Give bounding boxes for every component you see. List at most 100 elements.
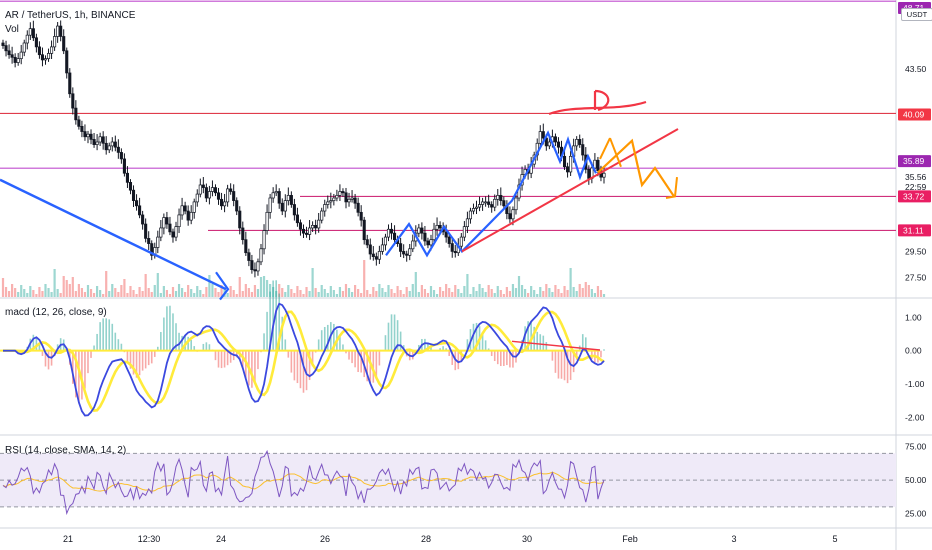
volume-bar [180, 288, 184, 297]
candle-body [308, 227, 312, 235]
macd-histogram-bar [326, 324, 329, 351]
macd-histogram-bar [305, 350, 308, 391]
candle-body [65, 50, 69, 74]
volume-bar [566, 290, 569, 297]
macd-histogram-bar [484, 340, 487, 351]
volume-bar [399, 290, 402, 297]
price-label-box [898, 108, 931, 121]
candle-body [547, 141, 551, 147]
macd-histogram-bar [272, 280, 274, 351]
macd-histogram-bar [241, 350, 244, 369]
candle-body [229, 188, 233, 192]
candle-body [478, 204, 482, 208]
candle-body [138, 205, 142, 216]
candle-body [141, 214, 145, 225]
candle-body [119, 152, 123, 160]
volume-bar [390, 289, 393, 297]
volume-bar [344, 284, 348, 297]
blue-zigzag-drawing [385, 130, 597, 258]
macd-histogram-bar [451, 350, 454, 365]
volume-bar [47, 288, 50, 297]
candle-body [399, 243, 403, 252]
candle-body [496, 195, 500, 200]
currency-badge[interactable]: USDT [901, 8, 932, 21]
macd-histogram-bar [584, 337, 587, 351]
volume-bar [308, 291, 311, 297]
volume-bar [135, 294, 138, 297]
time-axis-tick-label: 21 [63, 534, 73, 544]
macd-histogram-bar [99, 322, 101, 351]
candle-body [168, 223, 172, 233]
volume-bar [269, 284, 272, 297]
volume-bar [86, 285, 90, 297]
volume-bar [92, 293, 96, 297]
volume-bar [38, 287, 41, 297]
candle-body [271, 192, 275, 199]
candle-body [110, 141, 114, 147]
macd-histogram-bar [269, 291, 271, 351]
volume-bar [184, 292, 187, 297]
candle-body [447, 236, 451, 244]
candle-body [389, 228, 394, 234]
candle-body [256, 261, 260, 272]
candle-body [259, 248, 263, 263]
candle-body [538, 131, 542, 144]
macd-histogram-bar [278, 293, 281, 351]
volume-bar [423, 289, 427, 297]
volume-bar [338, 287, 342, 297]
macd-axis-tick-label: 0.00 [905, 346, 922, 356]
macd-histogram-bar [153, 350, 156, 357]
candle-body [423, 232, 427, 242]
candle-body [180, 205, 184, 216]
volume-bar [290, 289, 293, 297]
candle-body [25, 34, 29, 44]
macd-histogram-bar [493, 350, 496, 362]
macd-histogram-bar [445, 348, 447, 351]
volume-bar [265, 280, 269, 297]
macd-histogram-bar [603, 349, 605, 351]
candle-body [484, 201, 488, 204]
candle-body [566, 166, 570, 173]
candle-body [4, 45, 8, 52]
candle-body [487, 201, 491, 205]
macd-histogram-bar [527, 321, 529, 351]
macd-histogram-bar [105, 318, 108, 351]
macd-histogram-bar [193, 346, 196, 351]
candle-body [411, 240, 415, 250]
candle-body [74, 107, 78, 121]
volume-bar [259, 277, 263, 297]
candle-body [122, 158, 126, 174]
price-label-box [898, 224, 931, 237]
volume-bar [193, 293, 196, 297]
volume-bar [299, 290, 302, 297]
candle-body [344, 192, 348, 203]
volume-bar [414, 272, 417, 297]
volume-bar [50, 292, 53, 297]
volume-bar [557, 289, 560, 297]
volume-bar [487, 285, 490, 297]
candle-body [80, 126, 84, 132]
candle-body [53, 36, 57, 48]
volume-bar [317, 292, 320, 297]
volume-bar [354, 285, 357, 297]
volume-bar [147, 288, 150, 297]
candle-body [353, 197, 357, 204]
volume-bar [74, 291, 77, 297]
candle-body [223, 201, 227, 207]
volume-bar [405, 287, 408, 297]
candle-body [192, 201, 196, 213]
candle-body [1, 42, 5, 46]
candle-body [226, 188, 230, 203]
candle-body [241, 227, 245, 241]
volume-bar [575, 291, 578, 297]
volume-bar [35, 294, 38, 297]
macd-histogram-bar [96, 333, 98, 351]
macd-histogram-bar [126, 350, 129, 363]
macd-histogram-bar [160, 332, 162, 351]
volume-bar [4, 287, 8, 297]
macd-histogram-bar [384, 335, 387, 351]
candle-body [56, 25, 60, 37]
volume-bar [569, 268, 572, 297]
volume-bar [372, 287, 375, 297]
